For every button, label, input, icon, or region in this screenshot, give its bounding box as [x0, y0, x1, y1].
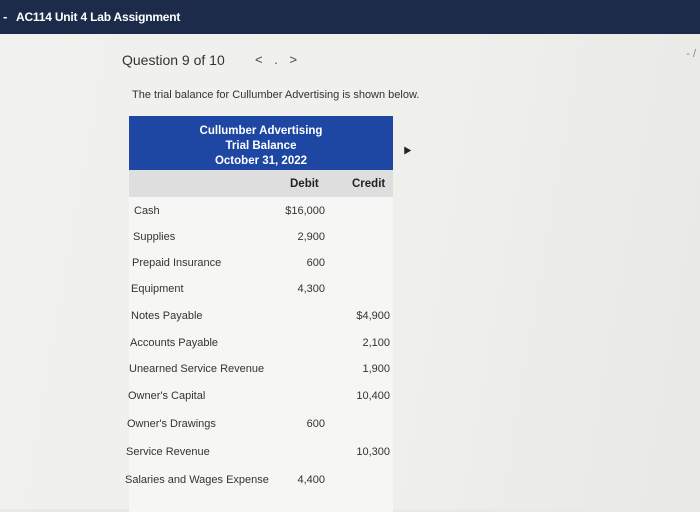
prev-question-button[interactable]: <: [255, 52, 263, 67]
debit-amount: 2,900: [297, 231, 325, 243]
app-title-bar: - AC114 Unit 4 Lab Assignment: [0, 0, 700, 34]
credit-amount: $4,900: [356, 310, 390, 322]
nav-dot: .: [274, 52, 278, 67]
account-name: Equipment: [131, 283, 184, 295]
debit-amount: $16,000: [285, 205, 325, 217]
credit-column-header: Credit: [352, 178, 386, 190]
assignment-title: AC114 Unit 4 Lab Assignment: [16, 10, 181, 24]
account-name: Service Revenue: [126, 446, 210, 458]
credit-amount: 1,900: [362, 363, 390, 375]
account-name: Unearned Service Revenue: [129, 363, 265, 375]
credit-amount: 10,300: [356, 446, 390, 458]
account-name: Owner's Drawings: [127, 418, 216, 430]
account-name: Supplies: [133, 231, 176, 243]
debit-amount: 600: [306, 257, 325, 269]
question-intro: The trial balance for Cullumber Advertis…: [132, 89, 420, 101]
debit-column-header: Debit: [290, 178, 319, 190]
question-nav: < . >: [255, 52, 305, 67]
account-name: Salaries and Wages Expense: [125, 474, 269, 486]
credit-amount: 2,100: [362, 337, 390, 349]
trial-balance-header: Cullumber Advertising Trial Balance Octo…: [129, 116, 393, 170]
debit-amount: 600: [306, 418, 325, 430]
question-counter: Question 9 of 10: [122, 52, 225, 68]
company-name: Cullumber Advertising: [199, 125, 323, 137]
statement-date: October 31, 2022: [214, 155, 308, 167]
statement-name: Trial Balance: [225, 140, 297, 152]
corner-mark: - /: [686, 48, 696, 60]
account-name: Owner's Capital: [128, 390, 206, 402]
debit-amount: 4,400: [297, 474, 325, 486]
next-question-button[interactable]: >: [289, 52, 298, 67]
credit-amount: 10,400: [356, 390, 390, 402]
account-name: Accounts Payable: [130, 337, 219, 349]
account-name: Notes Payable: [131, 310, 203, 322]
account-name: Prepaid Insurance: [132, 257, 222, 269]
collapse-dash[interactable]: -: [3, 9, 8, 24]
account-name: Cash: [134, 205, 160, 217]
debit-amount: 4,300: [297, 283, 325, 295]
column-header-row: Debit Credit: [129, 170, 393, 197]
